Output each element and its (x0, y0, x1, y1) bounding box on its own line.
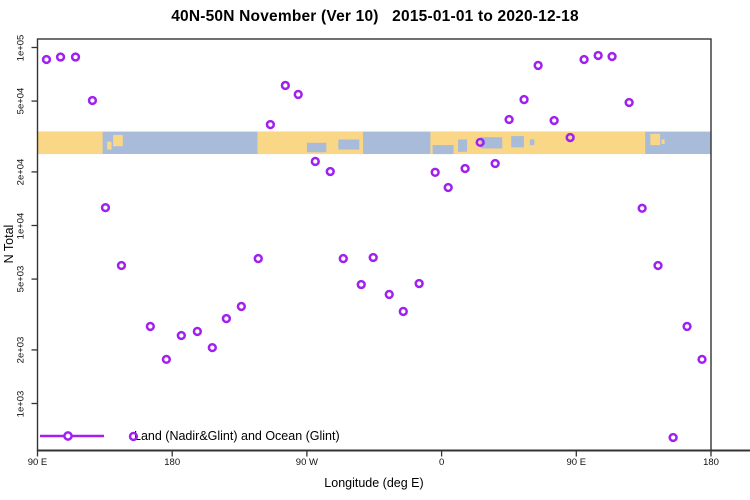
data-point (100, 202, 111, 213)
data-point (533, 60, 543, 71)
data-point (430, 167, 440, 177)
water-patch (529, 139, 535, 146)
x-tick-label: 90 E (566, 457, 587, 468)
water-patch (511, 136, 524, 148)
island-patch (650, 133, 661, 146)
data-point (593, 50, 603, 61)
data-point (280, 80, 290, 91)
data-point (207, 342, 217, 353)
x-axis-label: Longitude (deg E) (324, 476, 424, 490)
data-point (176, 330, 186, 341)
data-point (253, 253, 263, 264)
data-point (338, 253, 348, 264)
data-point (236, 301, 246, 312)
data-point (265, 119, 276, 130)
data-point (221, 313, 232, 324)
data-point (310, 156, 320, 167)
data-point (87, 95, 98, 106)
data-point (653, 260, 663, 271)
data-point (624, 97, 634, 108)
x-tick-label: 180 (164, 457, 181, 468)
data-point (368, 252, 378, 263)
map-band-land (37, 131, 103, 155)
data-point (192, 326, 202, 337)
data-point (668, 432, 678, 443)
data-point (116, 260, 127, 271)
data-point (519, 94, 529, 105)
data-point (356, 279, 366, 290)
data-point (460, 163, 470, 174)
data-point (41, 54, 52, 65)
data-point (579, 54, 589, 65)
water-patch (458, 139, 468, 152)
data-point (504, 114, 514, 125)
data-point (128, 431, 139, 442)
data-point (475, 137, 485, 148)
data-point (697, 354, 707, 365)
water-patch (306, 142, 327, 153)
data-point (55, 52, 66, 62)
data-point (161, 354, 172, 365)
data-point (70, 52, 81, 62)
data-point (549, 115, 559, 126)
x-tick-label: 90 W (295, 457, 318, 468)
water-patch (432, 145, 454, 155)
legend-marker-circle (63, 431, 73, 441)
island-patch (107, 141, 112, 150)
data-point (145, 321, 155, 332)
water-patch (480, 137, 503, 149)
x-tick-label: 180 (703, 457, 719, 468)
data-point (565, 132, 575, 143)
page-title: 40N-50N November (Ver 10) 2015-01-01 to … (171, 8, 579, 25)
legend-label: Land (Nadir&Glint) and Ocean (Glint) (134, 429, 340, 443)
water-patch (338, 139, 360, 150)
island-patch (113, 134, 123, 147)
data-point (384, 289, 394, 300)
x-tick-label: 90 E (27, 457, 48, 468)
data-point (398, 306, 408, 317)
y-axis-label-text: N Total (2, 224, 16, 264)
data-point (682, 321, 692, 332)
data-point (443, 182, 453, 193)
x-tick-label: 0 (438, 457, 445, 468)
data-point (325, 166, 335, 177)
data-point (414, 278, 424, 289)
data-point (293, 89, 303, 100)
data-point (637, 203, 647, 213)
data-point (490, 158, 500, 169)
data-point (607, 51, 617, 62)
plot-border (36, 38, 712, 452)
island-patch (661, 139, 665, 144)
